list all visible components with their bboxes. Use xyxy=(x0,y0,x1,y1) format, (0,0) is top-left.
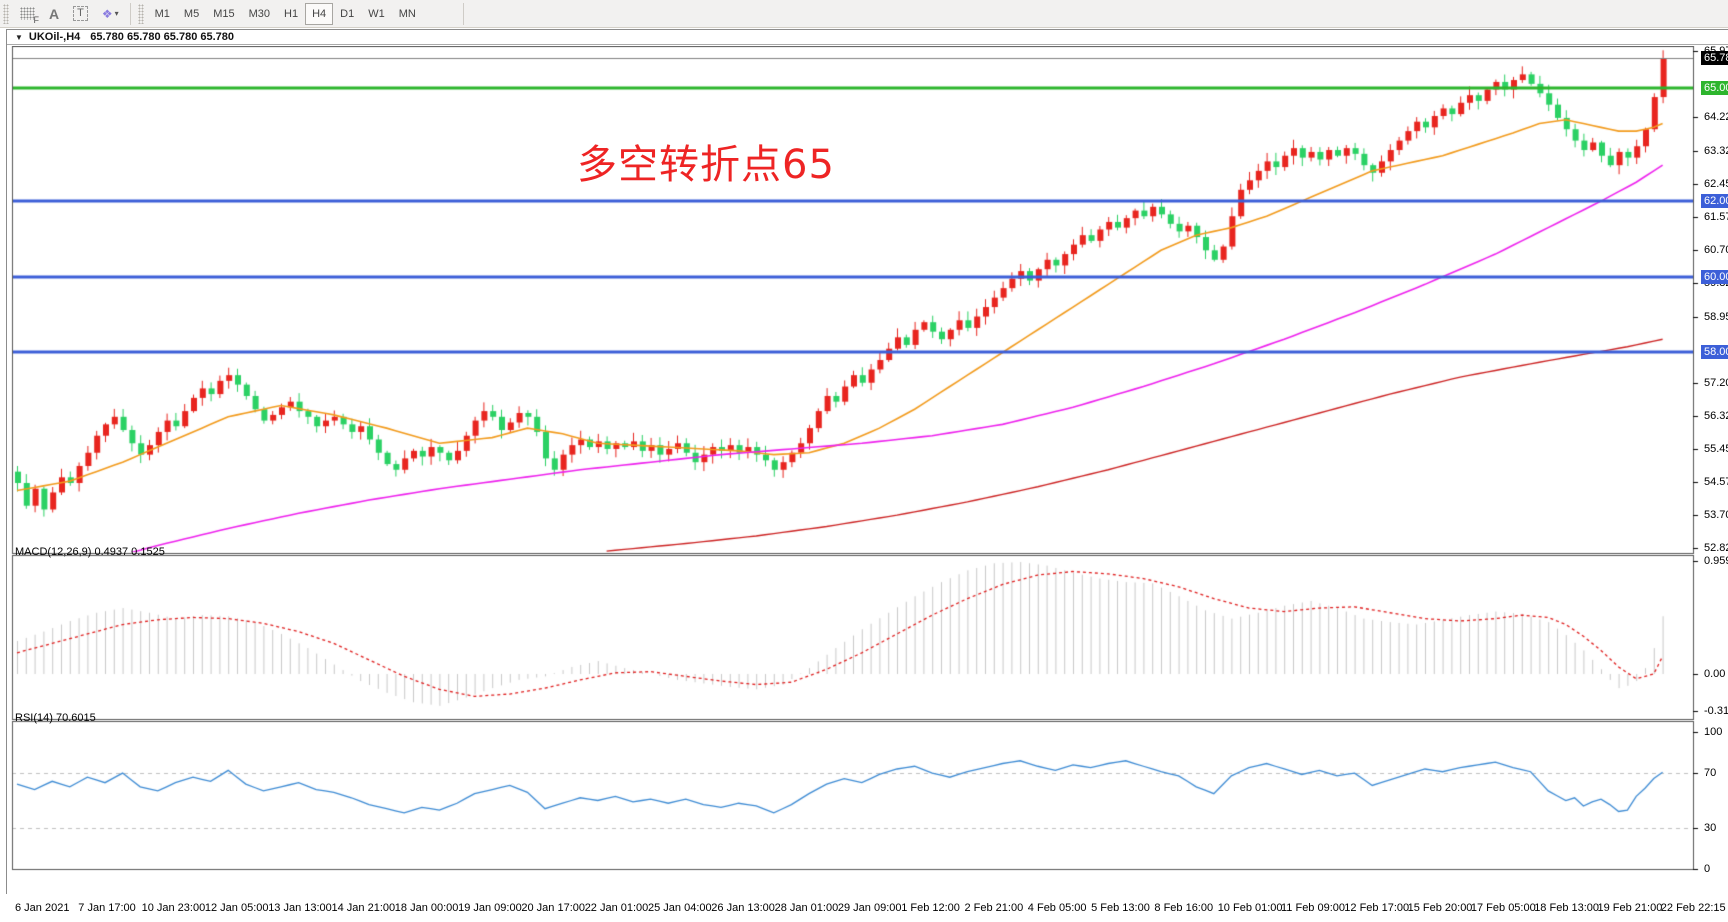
time-axis-label: 14 Jan 21:00 xyxy=(331,902,396,914)
price-tick-label: 61.575 xyxy=(1704,211,1728,224)
letter-a-icon: A xyxy=(49,5,60,22)
macd-scale-label: 0.959 xyxy=(1704,555,1728,568)
time-axis-label: 18 Feb 13:00 xyxy=(1534,902,1600,914)
time-axis-label: 22 Feb 22:15 xyxy=(1660,902,1726,914)
timeframe-h1-button[interactable]: H1 xyxy=(277,3,305,25)
time-axis-label: 15 Feb 20:00 xyxy=(1407,902,1473,914)
time-axis-label: 22 Jan 01:00 xyxy=(584,902,649,914)
rsi-scale-label: 30 xyxy=(1704,821,1717,834)
time-axis-label: 6 Jan 2021 xyxy=(15,902,70,914)
time-axis-label: 13 Jan 13:00 xyxy=(268,902,332,914)
time-axis-label: 29 Jan 09:00 xyxy=(837,902,902,914)
time-axis-label: 26 Jan 13:00 xyxy=(711,902,775,914)
timeframe-m15-button[interactable]: M15 xyxy=(206,3,241,25)
ohlc-values: 65.780 65.780 65.780 65.780 xyxy=(90,31,235,43)
time-axis-label: 19 Feb 21:00 xyxy=(1597,902,1663,914)
toolbar-separator-2 xyxy=(462,2,464,25)
hline-price-badge: 58.000 xyxy=(1701,345,1728,360)
price-tick-label: 53.700 xyxy=(1704,509,1728,522)
time-axis-label: 1 Feb 12:00 xyxy=(901,902,960,914)
time-axis-label: 5 Feb 13:00 xyxy=(1091,902,1150,914)
time-axis-label: 25 Jan 04:00 xyxy=(648,902,712,914)
price-tick-label: 60.700 xyxy=(1704,244,1728,257)
toolbar-separator xyxy=(129,2,131,25)
price-tick-label: 56.325 xyxy=(1704,409,1728,422)
timeframe-mn-button[interactable]: MN xyxy=(392,3,423,25)
annotate-tool-button[interactable]: A xyxy=(42,3,66,25)
chart-text-annotation[interactable]: 多空转折点65 xyxy=(577,142,835,188)
price-tick-label: 58.950 xyxy=(1704,310,1728,323)
dotted-grid-icon: F xyxy=(20,7,39,25)
timeframe-d1-button[interactable]: D1 xyxy=(333,3,361,25)
time-axis-label: 7 Jan 17:00 xyxy=(78,902,136,914)
time-axis-label: 10 Jan 23:00 xyxy=(141,902,206,914)
time-axis-label: 8 Feb 16:00 xyxy=(1154,902,1214,914)
chart-canvas[interactable] xyxy=(7,46,1728,895)
bid-price-badge: 65.780 xyxy=(1701,51,1728,66)
macd-scale-label: -0.3171 xyxy=(1704,705,1728,718)
price-tick-label: 52.825 xyxy=(1704,542,1728,555)
timeframe-m30-button[interactable]: M30 xyxy=(242,3,277,25)
dropdown-caret-icon: ▾ xyxy=(114,9,119,18)
price-tick-label: 63.325 xyxy=(1704,144,1728,157)
time-axis-label: 20 Jan 17:00 xyxy=(521,902,586,914)
price-tick-label: 62.450 xyxy=(1704,178,1728,191)
chart-title-bar[interactable]: ▼ UKOil-,H4 65.780 65.780 65.780 65.780 xyxy=(7,30,1728,45)
hline-price-badge: 60.000 xyxy=(1701,269,1728,284)
time-axis-label: 4 Feb 05:00 xyxy=(1027,902,1087,914)
toolbar: F A T ❖ ▾ M1 M5 M15 M30 H1 H4 D1 W1 MN xyxy=(0,0,1728,28)
toolbar-grip[interactable] xyxy=(3,3,9,24)
price-tick-label: 57.200 xyxy=(1704,376,1728,389)
rsi-scale-label: 100 xyxy=(1704,726,1723,738)
time-axis-label: 28 Jan 01:00 xyxy=(774,902,839,914)
time-axis[interactable]: 6 Jan 2021 7 Jan 17:00 10 Jan 23:00 12 Jan … xyxy=(7,902,1728,922)
objects-icon: ❖ xyxy=(101,6,113,21)
macd-scale-label: 0.00 xyxy=(1704,668,1726,680)
macd-indicator-label: MACD(12,26,9) 0.4937 0.1525 xyxy=(15,546,165,558)
price-tick-label: 64.225 xyxy=(1704,110,1728,123)
time-axis-label: 12 Feb 17:00 xyxy=(1344,902,1410,914)
rsi-scale-label: 0 xyxy=(1704,863,1711,875)
time-axis-label: 18 Jan 00:00 xyxy=(394,902,459,914)
symbol-period-label: UKOil-,H4 xyxy=(28,31,81,43)
text-label-tool-button[interactable]: T xyxy=(66,3,95,25)
timeframe-h4-button[interactable]: H4 xyxy=(305,2,334,25)
price-tick-label: 55.450 xyxy=(1704,442,1728,455)
toolbar-grip-2[interactable] xyxy=(137,3,144,24)
time-axis-label: 11 Feb 09:00 xyxy=(1281,902,1346,914)
timeframe-w1-button[interactable]: W1 xyxy=(361,3,392,25)
chart-window: ▼ UKOil-,H4 65.780 65.780 65.780 65.780 … xyxy=(6,29,1728,922)
timeframe-m5-button[interactable]: M5 xyxy=(177,3,206,25)
rsi-indicator-label: RSI(14) 70.6015 xyxy=(15,712,96,724)
time-axis-label: 10 Feb 01:00 xyxy=(1217,902,1283,914)
objects-tool-button[interactable]: ❖ ▾ xyxy=(95,3,126,25)
time-axis-label: 17 Feb 05:00 xyxy=(1470,902,1536,914)
grid-tool-button[interactable]: F xyxy=(13,3,42,25)
text-label-icon: T xyxy=(73,6,88,21)
time-axis-label: 2 Feb 21:00 xyxy=(964,902,1024,914)
hline-price-badge: 62.000 xyxy=(1701,194,1728,209)
time-axis-label: 12 Jan 05:00 xyxy=(204,902,269,914)
timeframe-m1-button[interactable]: M1 xyxy=(148,3,177,25)
price-tick-label: 54.575 xyxy=(1704,476,1728,489)
time-axis-label: 19 Jan 09:00 xyxy=(458,902,522,914)
rsi-scale-label: 70 xyxy=(1704,767,1717,780)
collapse-icon[interactable]: ▼ xyxy=(15,32,23,42)
hline-price-badge: 65.000 xyxy=(1701,80,1728,95)
